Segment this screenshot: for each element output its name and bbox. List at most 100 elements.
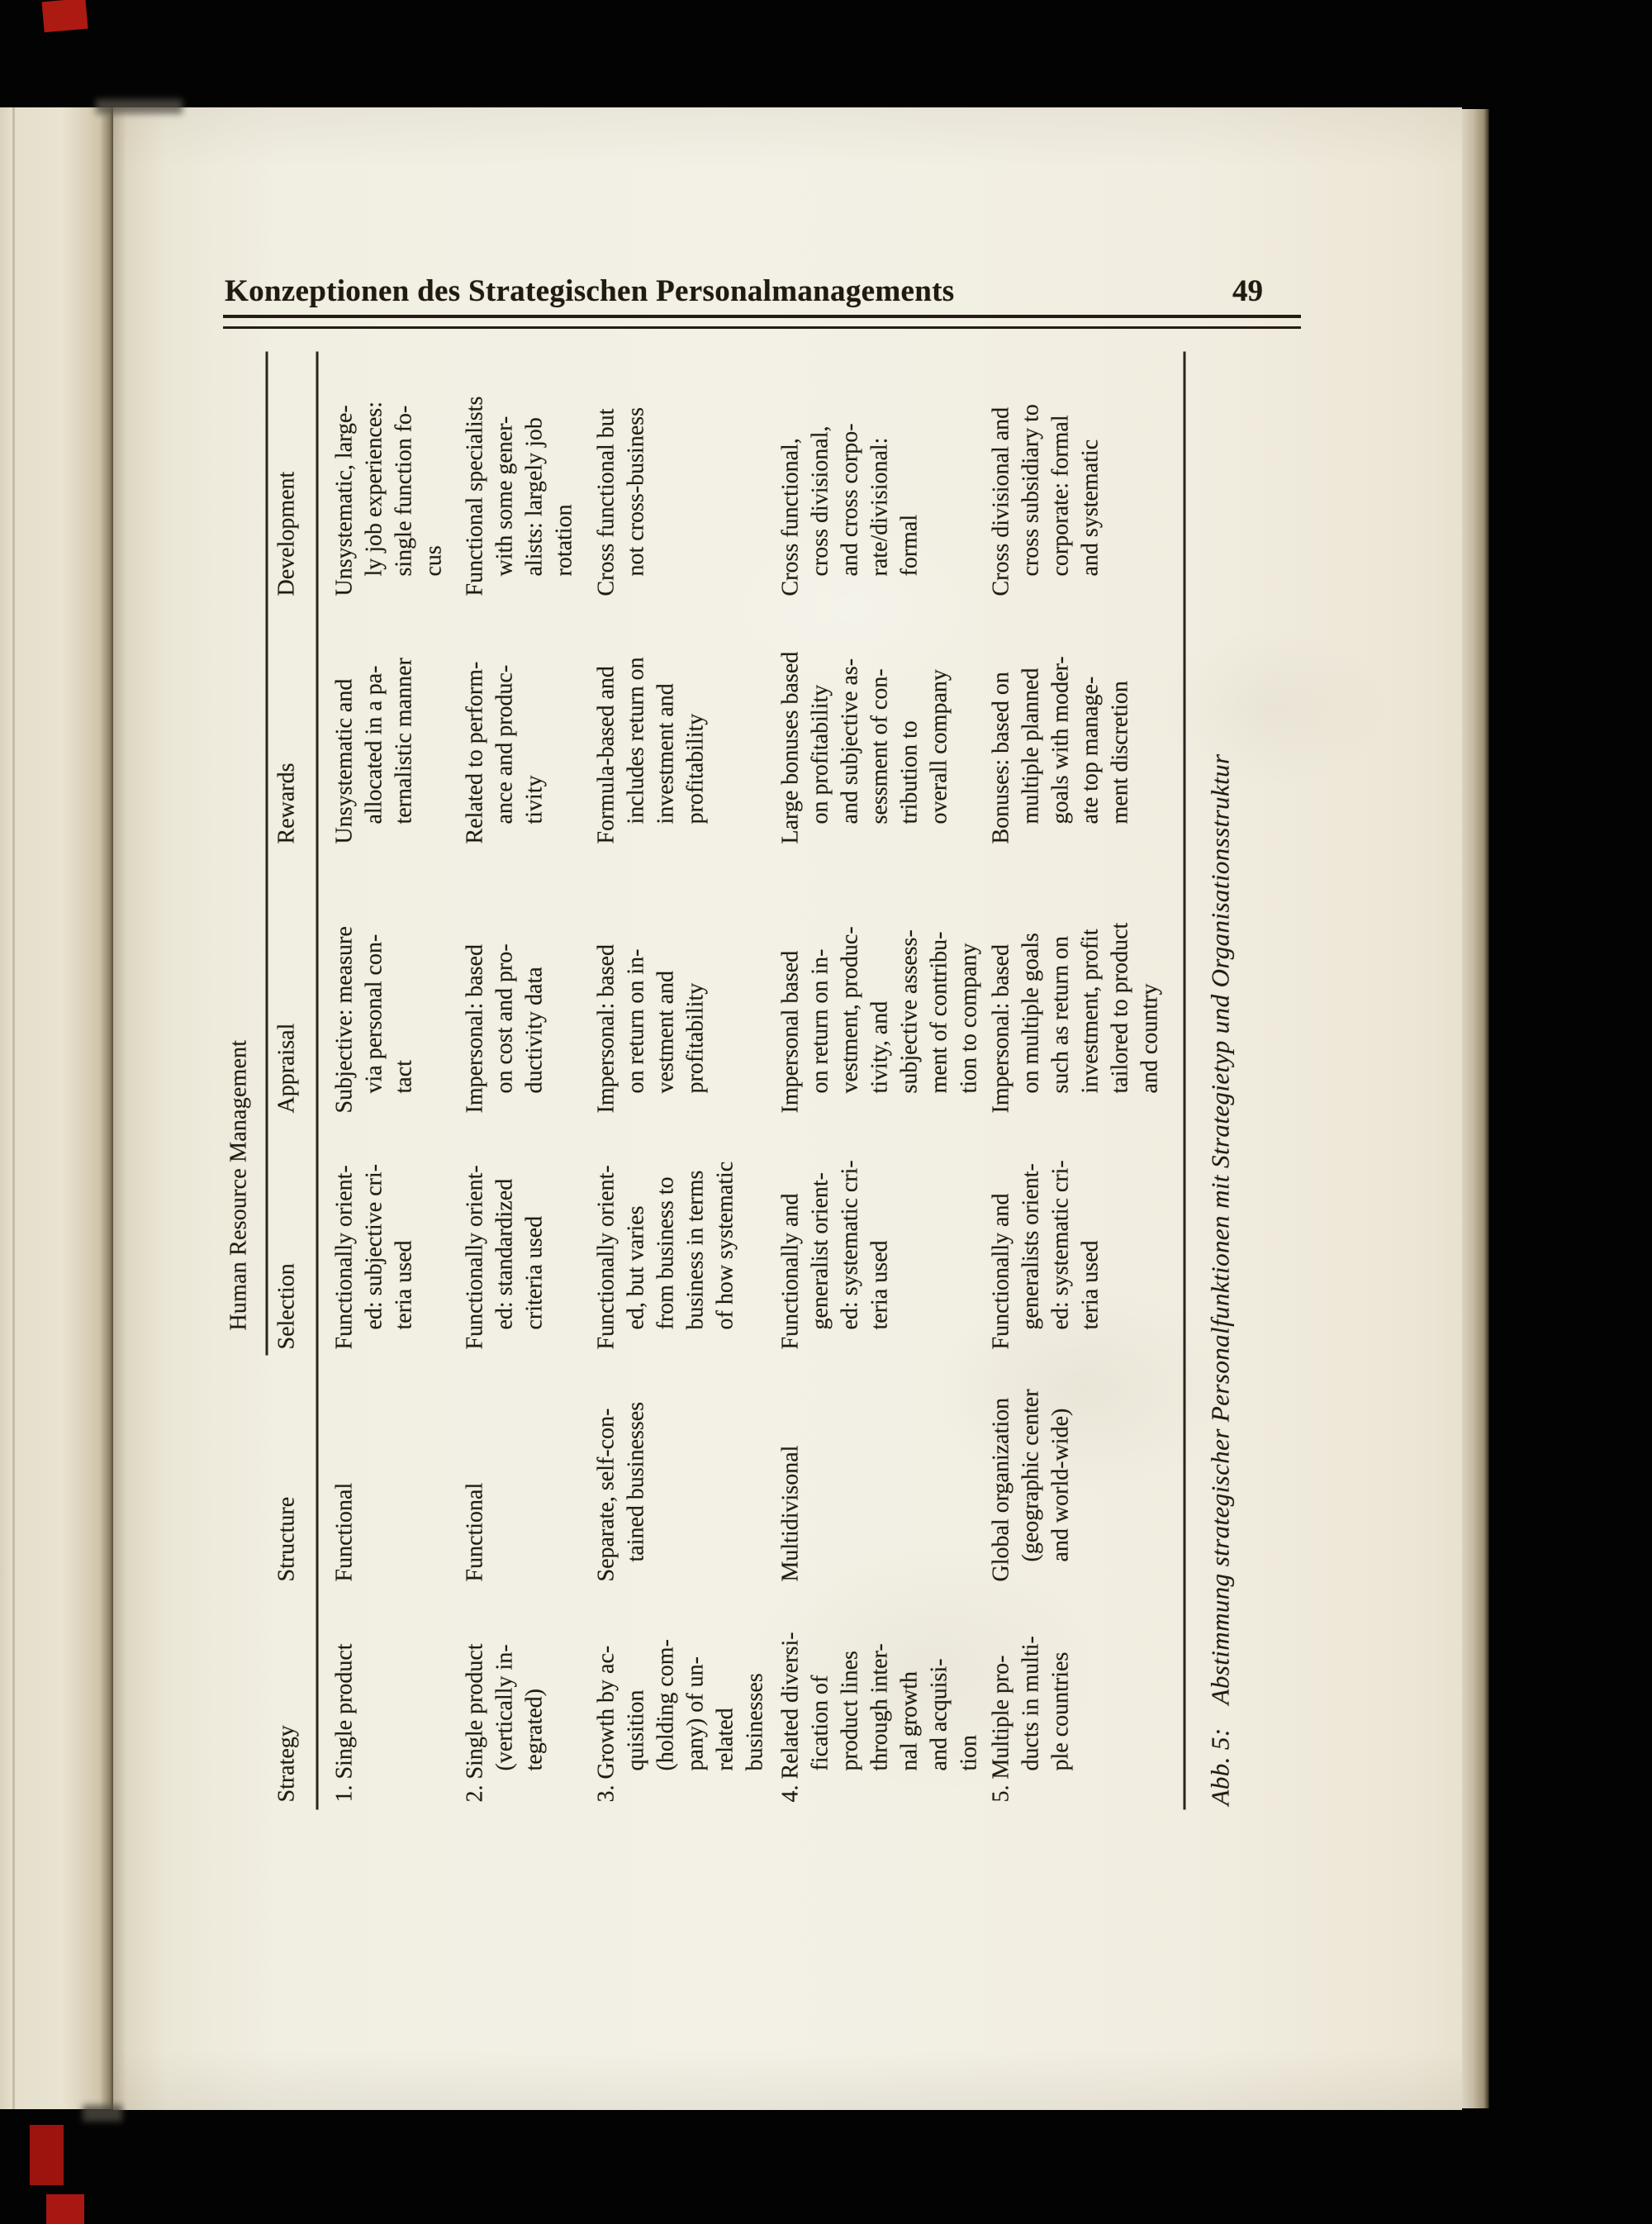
table-cell-row4-development: Cross functional, cross divisional, and cr…: [776, 350, 925, 596]
cell-line: Functional: [331, 1482, 358, 1582]
cell-line: ed: systematic cri-: [837, 1160, 863, 1330]
cell-line: Separate, self-con-: [593, 1408, 620, 1582]
table-cell-row4-strategy: 4. Related diversi-fication of product li…: [776, 1592, 985, 1802]
table-cell-row1-development: Unsystematic, large-ly job experiences: s…: [330, 350, 449, 596]
table-bottom-rule: [1183, 351, 1186, 1810]
cell-line: criteria used: [521, 1215, 548, 1330]
table-cell-row5-development: Cross divisional and cross subsidiary to c…: [987, 350, 1106, 596]
cell-line: Functionally and: [777, 1193, 804, 1350]
cell-line: tion: [956, 1734, 982, 1771]
column-header-rule: [316, 351, 319, 1810]
cell-line: ductivity data: [521, 967, 548, 1094]
red-tab-mark-top: [41, 0, 88, 33]
cell-line: ment of contribu-: [926, 931, 952, 1094]
cell-line: generalists orient-: [1018, 1163, 1044, 1330]
rotated-table: Human Resource Management Abb. 5: Abstimm…: [223, 348, 1264, 1814]
table-cell-row4-appraisal: Impersonal based on return on in-vestment…: [776, 853, 985, 1114]
cell-line: tivity, and: [866, 1000, 893, 1094]
cell-line: and subjective as-: [837, 658, 863, 824]
cell-line: ed: systematic cri-: [1047, 1160, 1074, 1330]
scan-smudge-bottom: [83, 2105, 122, 2122]
cell-line: product lines: [837, 1651, 863, 1771]
cell-line: Impersonal: based: [462, 944, 488, 1114]
cell-line: Bonuses: based on: [988, 672, 1014, 844]
cell-line: ducts in multi-: [1018, 1636, 1044, 1771]
cell-line: teria used: [1077, 1240, 1104, 1330]
table-cell-row1-selection: Functionally orient-ed: subjective cri-t…: [330, 1123, 420, 1350]
cell-line: (geographic center: [1018, 1389, 1044, 1562]
table-cell-row2-appraisal: Impersonal: based on cost and pro-ductivi…: [461, 853, 550, 1114]
cell-line: not cross-business: [623, 406, 649, 577]
table-cell-row2-rewards: Related to perform-ance and produc-tivit…: [461, 606, 550, 844]
cell-line: tribution to: [896, 720, 923, 824]
cell-line: Cross functional but: [593, 408, 620, 596]
cell-line: and acquisi-: [926, 1658, 952, 1771]
cell-line: teria used: [391, 1240, 417, 1330]
cell-line: and country: [1137, 983, 1163, 1094]
caption-label: Abb. 5:: [1205, 1727, 1235, 1806]
cell-line: Functionally orient-: [331, 1165, 358, 1350]
cell-line: Multidivisonal: [777, 1445, 804, 1582]
cell-line: profitability: [682, 713, 709, 824]
cell-line: fication of: [807, 1675, 833, 1771]
cell-line: and cross corpo-: [837, 423, 863, 577]
table-cell-row5-structure: Global organization (geographic center and…: [987, 1359, 1076, 1582]
table-cell-row1-structure: Functional: [330, 1359, 360, 1582]
cell-line: of how systematic: [712, 1161, 738, 1330]
cell-line: rate/divisional:: [866, 437, 893, 577]
cell-line: and systematic: [1077, 439, 1104, 577]
table-cell-row1-strategy: 1. Single product: [330, 1592, 360, 1803]
cell-line: rotation: [551, 504, 577, 577]
cell-line: vestment, produc-: [837, 926, 863, 1094]
figure-caption: Abb. 5: Abstimmung strategischer Personal…: [1206, 352, 1236, 1806]
cell-line: ance and produc-: [491, 664, 518, 824]
adjacent-page-edge: [0, 107, 113, 2109]
table-spanner-heading: Human Resource Management: [225, 1039, 252, 1331]
cell-line: Formula-based and: [593, 666, 620, 844]
cell-line: ed: standardized: [491, 1178, 518, 1330]
cell-line: Global organization: [988, 1397, 1014, 1582]
table-cell-row5-rewards: Bonuses: based on multiple planned goals w…: [987, 606, 1136, 844]
cell-line: Impersonal based: [777, 950, 804, 1114]
cell-line: tegrated): [521, 1689, 548, 1771]
table-cell-row3-rewards: Formula-based and includes return on inves…: [592, 606, 711, 844]
cell-line: includes return on: [623, 657, 649, 824]
cell-line: 1. Single product: [331, 1643, 358, 1803]
cell-line: profitability: [682, 982, 709, 1094]
table-cell-row2-strategy: 2. Single product (vertically in-tegrated…: [461, 1592, 550, 1802]
cell-line: cross subsidiary to: [1018, 404, 1044, 577]
header-double-rule: [223, 315, 1301, 329]
spanner-underline-rule: [265, 351, 268, 1356]
cell-line: cus: [420, 545, 447, 577]
column-header-structure: Structure: [273, 1496, 300, 1582]
cell-line: formal: [896, 514, 923, 577]
cell-line: 5. Multiple pro-: [988, 1655, 1014, 1803]
cell-line: ate top manage-: [1077, 676, 1104, 824]
table-cell-row2-selection: Functionally orient-ed: standardized crit…: [461, 1123, 550, 1349]
cell-line: cross divisional,: [807, 425, 833, 577]
cell-line: through inter-: [866, 1643, 893, 1771]
cell-line: Functionally and: [988, 1193, 1014, 1350]
cell-line: Impersonal: based: [988, 944, 1014, 1114]
column-header-rewards: Rewards: [273, 763, 300, 844]
table-cell-row4-rewards: Large bonuses based on profitability and s…: [776, 606, 955, 844]
cell-line: 3. Growth by ac-: [593, 1645, 620, 1803]
table-cell-row3-selection: Functionally orient-ed, but varies from b…: [592, 1123, 741, 1350]
cell-line: corporate: formal: [1047, 415, 1074, 577]
caption-text: Abstimmung strategischer Personalfunktio…: [1205, 753, 1235, 1705]
table-cell-row3-strategy: 3. Growth by ac-quisition (holding com-pa…: [592, 1592, 771, 1803]
cell-line: business in terms: [682, 1170, 709, 1330]
cell-line: investment and: [653, 683, 679, 824]
cell-line: on cost and pro-: [491, 943, 518, 1094]
table-cell-row2-development: Functional specialists with some gener-al…: [461, 350, 580, 596]
cell-line: via personal con-: [361, 934, 387, 1094]
cell-line: (vertically in-: [491, 1644, 518, 1771]
cell-line: ly job experiences:: [361, 402, 387, 577]
cell-line: from business to: [653, 1176, 679, 1330]
cell-line: nal growth: [896, 1670, 923, 1771]
cell-line: Related to perform-: [462, 661, 488, 844]
column-header-development: Development: [273, 471, 300, 596]
cell-line: alists: largely job: [521, 417, 548, 577]
cell-line: Cross functional,: [777, 438, 804, 596]
cell-line: Subjective: measure: [331, 926, 358, 1114]
